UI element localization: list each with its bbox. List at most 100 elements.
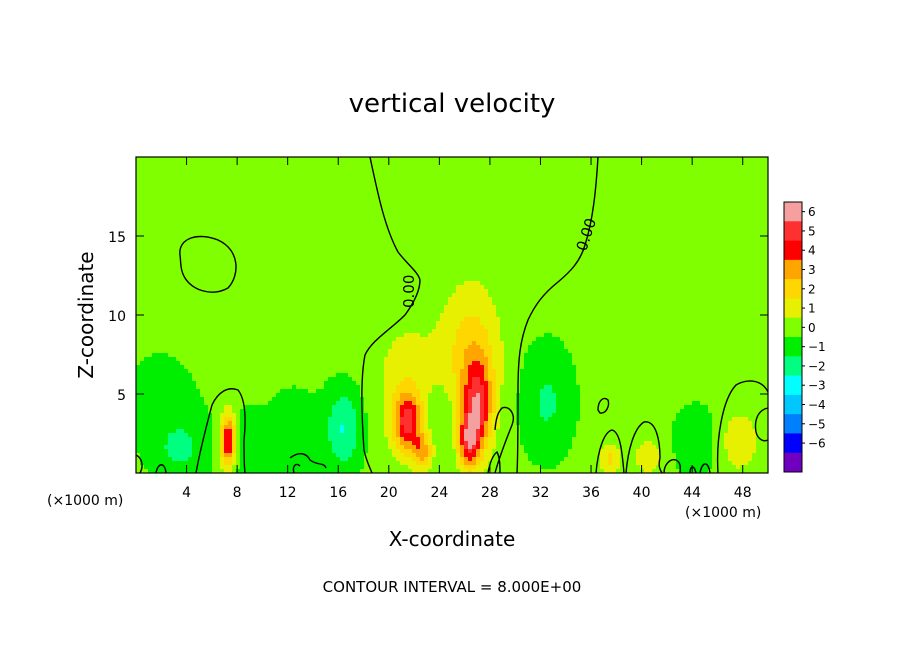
field-cell bbox=[540, 213, 545, 218]
field-cell bbox=[708, 265, 713, 270]
field-cell bbox=[312, 193, 317, 198]
field-cell bbox=[396, 229, 401, 234]
field-cell bbox=[156, 281, 161, 286]
field-cell bbox=[148, 201, 153, 206]
field-cell bbox=[252, 281, 257, 286]
field-cell bbox=[444, 225, 449, 230]
field-cell bbox=[288, 173, 293, 178]
field-cell bbox=[616, 185, 621, 190]
field-cell bbox=[232, 165, 237, 170]
field-cell bbox=[708, 213, 713, 218]
field-cell bbox=[156, 217, 161, 222]
field-cell bbox=[548, 161, 553, 166]
field-cell bbox=[296, 181, 301, 186]
field-cell bbox=[264, 261, 269, 266]
field-cell bbox=[672, 221, 677, 226]
field-cell bbox=[436, 221, 441, 226]
field-cell bbox=[596, 277, 601, 282]
field-cell bbox=[432, 181, 437, 186]
field-cell bbox=[476, 165, 481, 170]
field-cell bbox=[700, 257, 705, 262]
field-cell bbox=[468, 217, 473, 222]
field-cell bbox=[476, 193, 481, 198]
field-cell bbox=[740, 213, 745, 218]
field-cell bbox=[200, 161, 205, 166]
field-cell bbox=[532, 233, 537, 238]
field-cell bbox=[248, 249, 253, 254]
field-cell bbox=[436, 197, 441, 202]
field-cell bbox=[248, 225, 253, 230]
field-cell bbox=[724, 157, 729, 162]
field-cell bbox=[240, 165, 245, 170]
field-cell bbox=[412, 173, 417, 178]
field-cell bbox=[620, 165, 625, 170]
field-cell bbox=[544, 201, 549, 206]
field-cell bbox=[660, 249, 665, 254]
field-cell bbox=[408, 197, 413, 202]
field-cell bbox=[752, 197, 757, 202]
field-cell bbox=[344, 193, 349, 198]
field-cell bbox=[260, 169, 265, 174]
field-cell bbox=[704, 265, 709, 270]
field-cell bbox=[392, 201, 397, 206]
field-cell bbox=[232, 217, 237, 222]
field-cell bbox=[140, 189, 145, 194]
field-cell bbox=[640, 205, 645, 210]
field-cell bbox=[380, 221, 385, 226]
field-cell bbox=[700, 173, 705, 178]
field-cell bbox=[408, 257, 413, 262]
field-cell bbox=[728, 233, 733, 238]
field-cell bbox=[528, 193, 533, 198]
field-cell bbox=[620, 233, 625, 238]
field-cell bbox=[380, 201, 385, 206]
field-cell bbox=[392, 253, 397, 258]
field-cell bbox=[652, 173, 657, 178]
field-cell bbox=[648, 245, 653, 250]
field-cell bbox=[324, 265, 329, 270]
field-cell bbox=[728, 277, 733, 282]
field-cell bbox=[288, 193, 293, 198]
field-cell bbox=[744, 157, 749, 162]
field-cell bbox=[568, 237, 573, 242]
field-cell bbox=[320, 205, 325, 210]
field-cell bbox=[752, 157, 757, 162]
field-cell bbox=[296, 261, 301, 266]
field-cell bbox=[264, 269, 269, 274]
field-cell bbox=[696, 185, 701, 190]
field-cell bbox=[664, 197, 669, 202]
field-cell bbox=[580, 245, 585, 250]
field-cell bbox=[512, 161, 517, 166]
field-cell bbox=[196, 265, 201, 270]
field-cell bbox=[636, 257, 641, 262]
field-cell bbox=[552, 157, 557, 162]
field-cell bbox=[608, 249, 613, 254]
field-cell bbox=[672, 205, 677, 210]
field-cell bbox=[504, 185, 509, 190]
field-cell bbox=[500, 197, 505, 202]
field-cell bbox=[652, 241, 657, 246]
field-cell bbox=[288, 269, 293, 274]
field-cell bbox=[712, 261, 717, 266]
field-cell bbox=[552, 261, 557, 266]
field-cell bbox=[352, 229, 357, 234]
field-cell bbox=[680, 169, 685, 174]
field-cell bbox=[720, 173, 725, 178]
field-cell bbox=[140, 273, 145, 278]
field-cell bbox=[372, 205, 377, 210]
field-cell bbox=[476, 221, 481, 226]
field-cell bbox=[564, 241, 569, 246]
field-cell bbox=[644, 213, 649, 218]
field-cell bbox=[140, 281, 145, 286]
field-cell bbox=[620, 245, 625, 250]
field-cell bbox=[756, 225, 761, 230]
field-cell bbox=[220, 245, 225, 250]
field-cell bbox=[584, 261, 589, 266]
field-cell bbox=[636, 261, 641, 266]
field-cell bbox=[308, 229, 313, 234]
field-cell bbox=[612, 245, 617, 250]
field-cell bbox=[748, 197, 753, 202]
field-cell bbox=[436, 281, 441, 286]
field-cell bbox=[276, 257, 281, 262]
field-cell bbox=[532, 241, 537, 246]
field-cell bbox=[640, 261, 645, 266]
